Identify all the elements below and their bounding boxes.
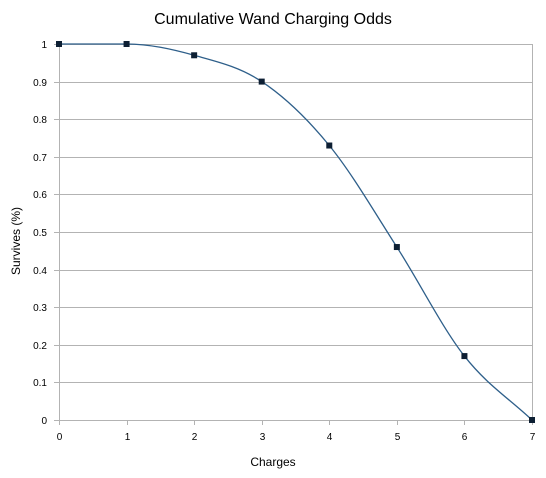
gridlines [54, 44, 532, 421]
y-tick-label-8: 0.8 [33, 115, 47, 126]
x-tick-label-0: 0 [57, 432, 63, 443]
x-tick-labels: 0 1 2 3 4 5 6 7 [57, 432, 536, 443]
y-tick-label-10: 1 [41, 40, 47, 51]
data-point-5 [393, 244, 400, 251]
chart-title: Cumulative Wand Charging Odds [154, 11, 392, 28]
y-tick-label-1: 0.1 [33, 378, 47, 389]
x-tick-label-2: 2 [192, 432, 198, 443]
x-tick-label-4: 4 [327, 432, 333, 443]
x-axis-label: Charges [250, 455, 295, 469]
y-tick-labels: 0 0.1 0.2 0.3 0.4 0.5 0.6 0.7 0.8 0.9 1 [33, 40, 47, 427]
data-point-3 [258, 78, 265, 85]
x-tick-label-3: 3 [260, 432, 266, 443]
y-tick-label-0: 0 [41, 416, 47, 427]
data-point-1 [123, 41, 130, 47]
data-point-4 [326, 142, 333, 149]
y-tick-label-7: 0.7 [33, 153, 47, 164]
series-line-0 [58, 43, 533, 421]
data-point-0 [56, 41, 62, 47]
y-tick-label-5: 0.5 [33, 228, 47, 239]
data-point-6 [461, 353, 468, 360]
y-tick-label-9: 0.9 [33, 78, 47, 89]
y-tick-label-3: 0.3 [33, 303, 47, 314]
y-tick-label-6: 0.6 [33, 190, 47, 201]
y-tick-label-2: 0.2 [33, 341, 47, 352]
x-tick-label-7: 7 [530, 432, 536, 443]
x-tick-label-5: 5 [395, 432, 401, 443]
axes [59, 44, 533, 425]
data-point-2 [191, 52, 198, 59]
series-layer [56, 41, 535, 423]
x-tick-label-6: 6 [462, 432, 468, 443]
data-point-7 [529, 417, 535, 423]
y-axis-label: Survives (%) [9, 207, 23, 275]
x-tick-label-1: 1 [125, 432, 131, 443]
y-tick-label-4: 0.4 [33, 266, 47, 277]
